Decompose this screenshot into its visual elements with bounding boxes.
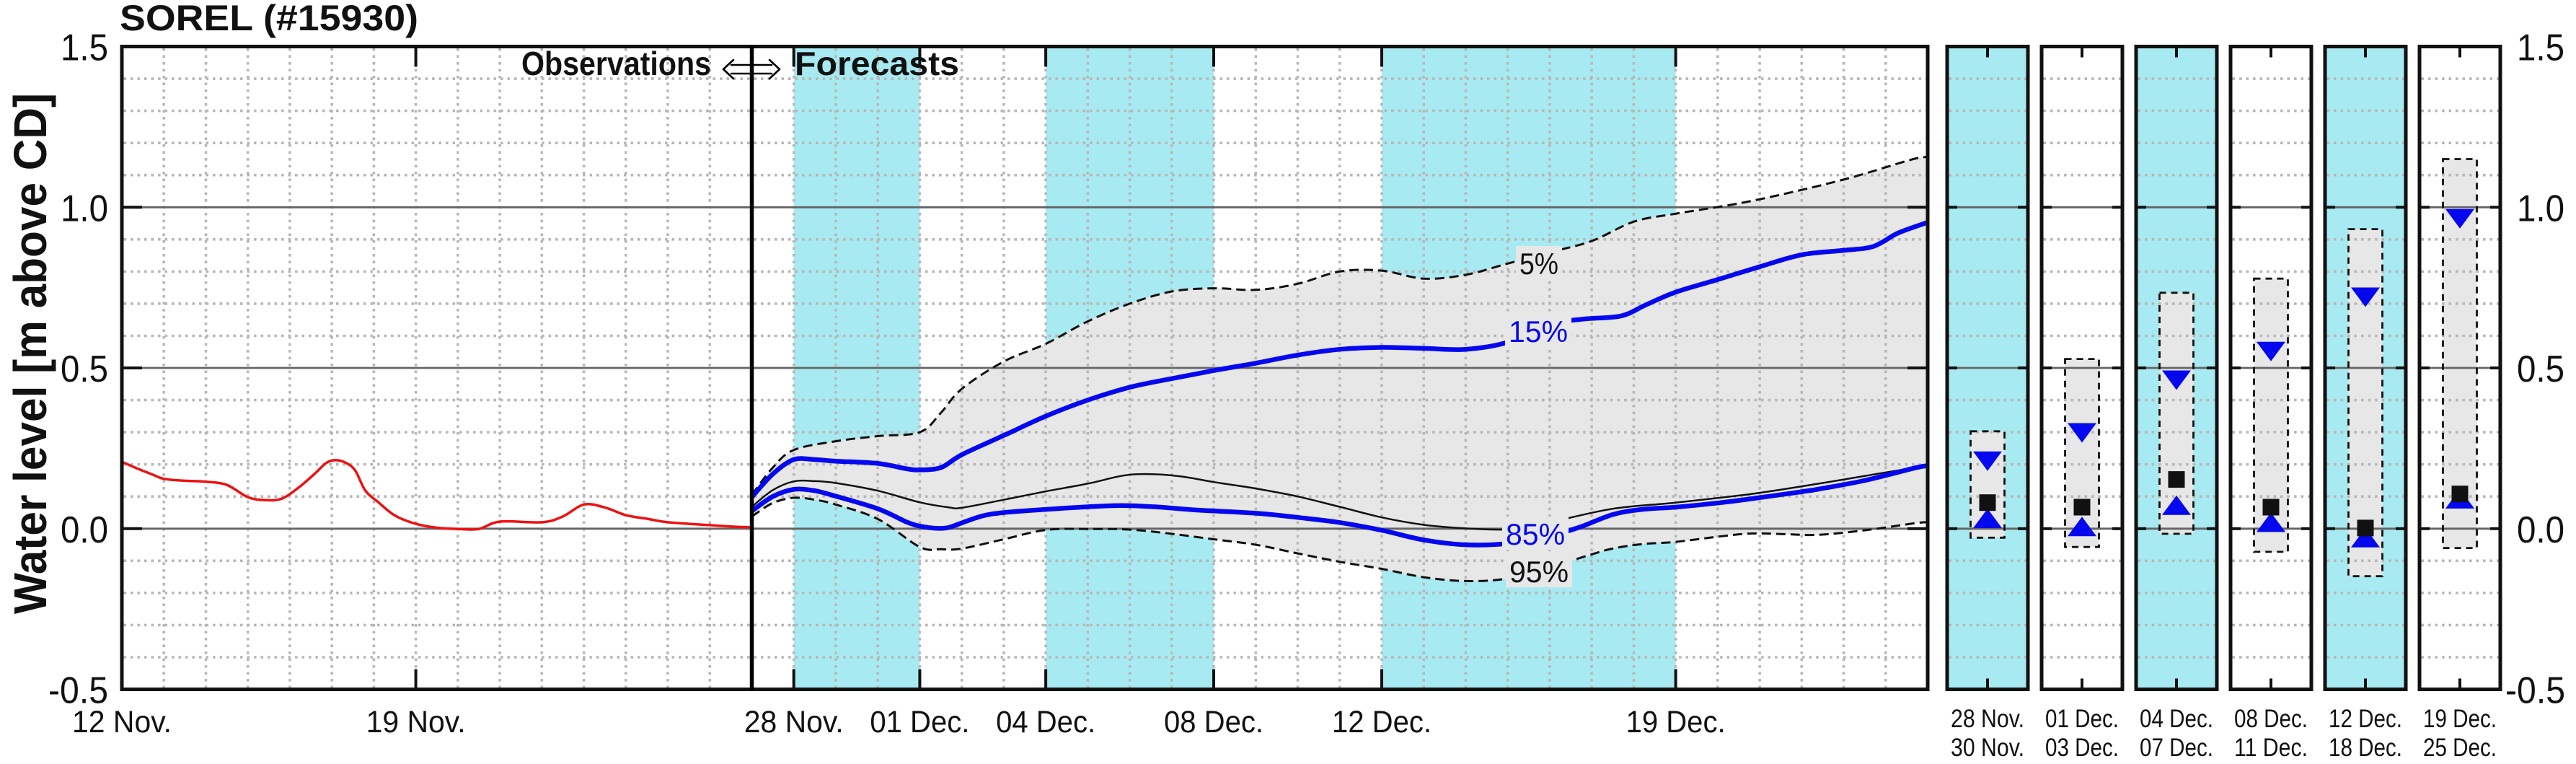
svg-text:04 Dec.: 04 Dec. bbox=[2140, 705, 2213, 733]
svg-text:95%: 95% bbox=[1509, 555, 1569, 589]
svg-text:03 Dec.: 03 Dec. bbox=[2045, 734, 2119, 760]
svg-text:85%: 85% bbox=[1506, 517, 1565, 551]
svg-text:18 Dec.: 18 Dec. bbox=[2329, 734, 2402, 760]
svg-text:28 Nov.: 28 Nov. bbox=[744, 705, 844, 739]
svg-text:11 Dec.: 11 Dec. bbox=[2234, 734, 2308, 760]
svg-text:07 Dec.: 07 Dec. bbox=[2140, 734, 2213, 760]
svg-text:0.0: 0.0 bbox=[61, 509, 108, 551]
svg-text:1.0: 1.0 bbox=[2517, 188, 2564, 229]
svg-text:-0.5: -0.5 bbox=[48, 670, 108, 712]
svg-text:0.0: 0.0 bbox=[2517, 509, 2564, 551]
svg-text:01 Dec.: 01 Dec. bbox=[870, 705, 969, 739]
svg-text:08 Dec.: 08 Dec. bbox=[1164, 705, 1263, 739]
svg-text:04 Dec.: 04 Dec. bbox=[996, 705, 1095, 739]
svg-text:1.0: 1.0 bbox=[61, 188, 108, 229]
svg-text:0.5: 0.5 bbox=[61, 348, 108, 390]
svg-text:0.5: 0.5 bbox=[2517, 348, 2564, 390]
svg-text:5%: 5% bbox=[1519, 247, 1558, 281]
svg-text:Water level [m above CD]: Water level [m above CD] bbox=[4, 93, 56, 614]
svg-text:12 Dec.: 12 Dec. bbox=[2329, 705, 2402, 733]
svg-text:01 Dec.: 01 Dec. bbox=[2045, 705, 2119, 733]
svg-text:Forecasts: Forecasts bbox=[795, 45, 959, 82]
svg-text:12 Dec.: 12 Dec. bbox=[1332, 705, 1432, 739]
svg-text:Observations: Observations bbox=[521, 45, 711, 82]
svg-text:19 Nov.: 19 Nov. bbox=[366, 705, 466, 739]
svg-text:19 Dec.: 19 Dec. bbox=[2423, 705, 2497, 733]
svg-text:12 Nov.: 12 Nov. bbox=[72, 705, 172, 739]
svg-text:19 Dec.: 19 Dec. bbox=[1626, 705, 1726, 739]
svg-text:SOREL (#15930): SOREL (#15930) bbox=[120, 0, 418, 38]
svg-text:25 Dec.: 25 Dec. bbox=[2423, 734, 2497, 760]
svg-text:30 Nov.: 30 Nov. bbox=[1951, 734, 2024, 760]
svg-text:1.5: 1.5 bbox=[2517, 27, 2564, 69]
svg-text:-0.5: -0.5 bbox=[2505, 670, 2565, 712]
svg-text:1.5: 1.5 bbox=[61, 27, 108, 69]
svg-text:28 Nov.: 28 Nov. bbox=[1951, 705, 2024, 733]
svg-text:08 Dec.: 08 Dec. bbox=[2234, 705, 2308, 733]
svg-text:15%: 15% bbox=[1509, 315, 1568, 348]
